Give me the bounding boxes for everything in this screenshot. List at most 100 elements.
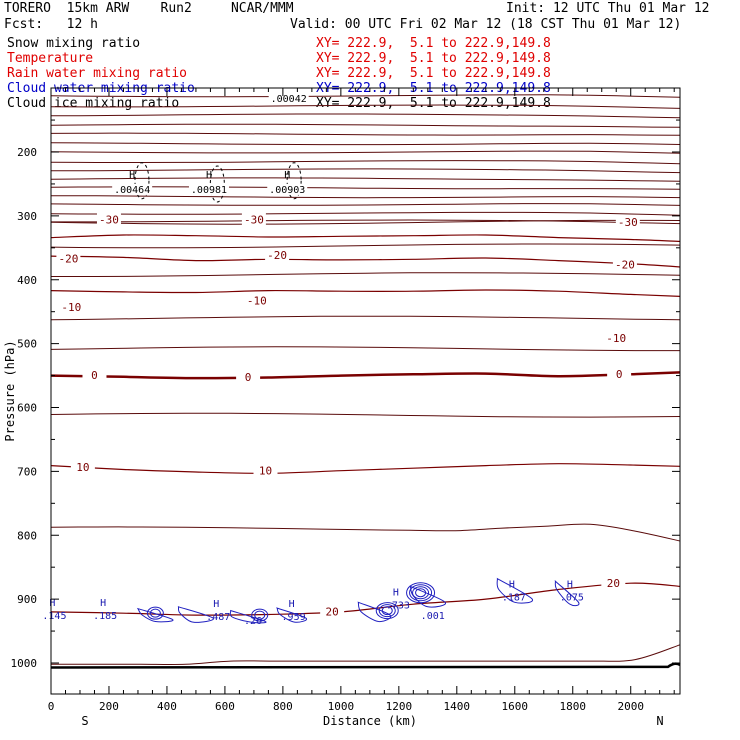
y-tick-label: 300 (17, 210, 37, 223)
y-tick-label: 500 (17, 338, 37, 351)
cloud-water-contour (254, 610, 266, 620)
background-contour (50, 168, 681, 174)
temperature-contour (50, 289, 681, 297)
background-contour (50, 243, 681, 249)
background-contour (50, 203, 681, 206)
snow-max-marker: H (206, 170, 212, 181)
contour-label-bg (601, 575, 626, 589)
cloud-water-contour (149, 608, 161, 618)
x-tick-label: 2000 (617, 700, 644, 713)
legend-rain-label: Rain water mixing ratio (7, 66, 188, 81)
background-contour (50, 272, 681, 278)
cloud-water-contour (251, 608, 269, 622)
y-axis-label: Pressure (hPa) (3, 340, 17, 441)
background-contour (50, 346, 680, 352)
background-contour (50, 160, 681, 165)
background-contour (50, 211, 681, 216)
cloud-water-max-value: .185 (93, 611, 117, 622)
cloud-water-max-value: .075 (560, 592, 584, 603)
cloud-water-contour (378, 604, 396, 618)
background-contour (50, 132, 681, 136)
snow-contour (134, 162, 150, 200)
temperature-contour-label: -20 (615, 259, 635, 272)
cloud-water-max-marker: H (567, 579, 573, 590)
x-tick-label: 0 (48, 700, 55, 713)
x-axis-label: Distance (km) (323, 714, 417, 728)
cloud-water-max-marker: H (49, 598, 55, 609)
x-tick-label: 800 (273, 700, 293, 713)
temperature-contour-label: -30 (99, 213, 119, 226)
cloud-water-contour (406, 582, 436, 604)
temperature-contour-label: 10 (76, 461, 89, 474)
legend-temperature-label: Temperature (7, 51, 94, 66)
snow-max-bg (188, 183, 229, 195)
y-tick-label: 400 (17, 274, 37, 287)
snow-max-bg (268, 93, 309, 105)
cloud-water-contour (496, 577, 534, 604)
y-tick-label: 600 (17, 402, 37, 415)
cloud-water-max-marker: H (213, 599, 219, 610)
cloud-water-contour (146, 606, 164, 620)
legend-snow-xy: XY= 222.9, 5.1 to 222.9,149.8 (316, 36, 551, 51)
cloud-water-contour (177, 606, 214, 623)
cloud-water-contour (409, 585, 447, 608)
contour-label-bg (236, 370, 261, 384)
cloud-water-max-value: .487 (206, 612, 230, 623)
legend-temperature-xy: XY= 222.9, 5.1 to 222.9,149.8 (316, 51, 551, 66)
contour-label-bg (253, 463, 278, 477)
contour-label-bg (82, 368, 107, 382)
temperature-contour-label: 10 (259, 464, 272, 477)
snow-max-value: .00903 (269, 185, 305, 196)
contour-label-bg (612, 257, 637, 271)
background-contour (50, 186, 681, 190)
temperature-contour-label: -10 (606, 332, 626, 345)
contour-label-bg (320, 604, 345, 618)
contour-label-bg (604, 331, 629, 345)
legend-snow-label: Snow mixing ratio (7, 36, 141, 51)
contour-label-bg (96, 212, 121, 226)
contour-label-bg (244, 293, 269, 307)
x-tick-label: 200 (99, 700, 119, 713)
contour-label-bg (615, 214, 640, 228)
y-tick-label: 700 (17, 465, 37, 478)
snow-max-marker: H (284, 170, 290, 181)
temperature-contour-label: -20 (267, 249, 287, 262)
contour-label-bg (56, 251, 81, 265)
cloud-water-max-value: .26 (244, 616, 262, 627)
background-contour (51, 195, 681, 199)
cloud-water-contour (375, 602, 399, 620)
cloud-water-max-marker: H (100, 598, 106, 609)
temperature-contour-label: 0 (616, 368, 623, 381)
cloud-water-max-value: .733 (386, 601, 410, 612)
snow-max-bg (267, 183, 308, 195)
y-tick-label: 900 (17, 593, 37, 606)
cloud-water-max-value: .187 (502, 592, 526, 603)
background-contour (50, 150, 681, 154)
contour-label-bg (265, 248, 290, 262)
background-contour (50, 412, 681, 418)
ground-line (50, 662, 681, 669)
background-contour (50, 113, 681, 119)
contour-label-bg (607, 366, 632, 380)
temperature-contour (50, 255, 681, 268)
snow-max-value: .00042 (271, 94, 307, 105)
init-time: Init: 12 UTC Thu 01 Mar 12 (506, 1, 710, 16)
cloud-water-max-value: .001 (421, 611, 445, 622)
background-contour (51, 644, 681, 666)
background-contour (50, 142, 681, 146)
background-contour (51, 219, 681, 225)
legend-rain-xy: XY= 222.9, 5.1 to 222.9,149.8 (316, 66, 551, 81)
x-end-label-south: S (81, 714, 88, 728)
x-tick-label: 1800 (560, 700, 587, 713)
cloud-water-contour (136, 607, 174, 623)
snow-max-bg (112, 183, 153, 195)
background-contour (50, 123, 681, 128)
cloud-water-contour (409, 584, 433, 602)
temperature-contour-label: 20 (326, 606, 339, 619)
contour-label-bg (70, 460, 95, 474)
temperature-contour (50, 463, 681, 474)
snow-max-value: .00981 (191, 185, 227, 196)
cloud-water-contour (357, 601, 392, 623)
cloud-water-contour (415, 588, 427, 598)
